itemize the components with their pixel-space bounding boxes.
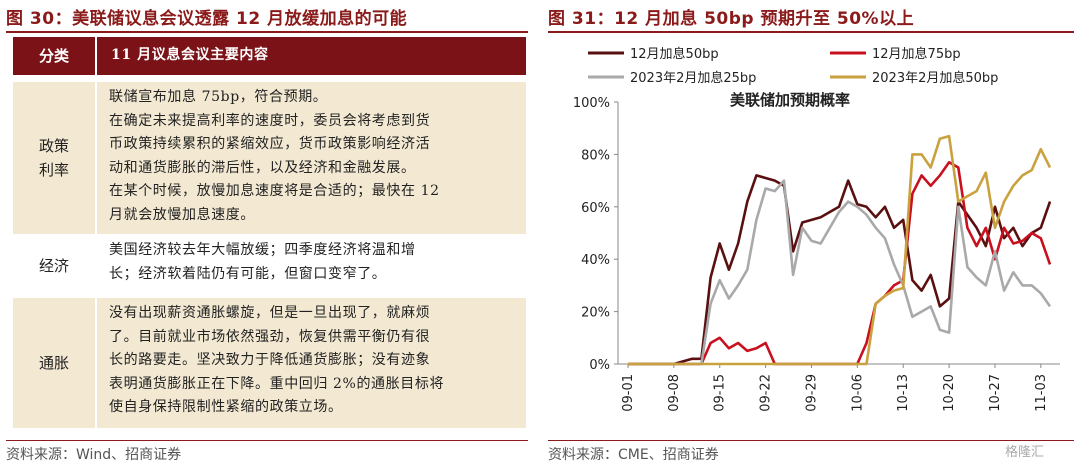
legend-item: 12月加息75bp: [830, 46, 961, 62]
row-content: 联储宣布加息 75bp，符合预期。 在确定未来提高利率的速度时，委员会将考虑到货…: [95, 82, 526, 234]
legend-label: 2023年2月加息25bp: [630, 70, 756, 86]
row-category: 通胀: [13, 298, 95, 428]
left-source: 资料来源：Wind、招商证券: [6, 447, 182, 463]
left-bottom-rule: [6, 440, 528, 441]
row-line: 使自身保持限制性紧缩的政策立场。: [109, 399, 343, 415]
y-tick-label: 100%: [573, 96, 610, 111]
row-content: 没有出现薪资通胀螺旋，但是一旦出现了，就麻烦 了。目前就业市场依然强劲，恢复供需…: [95, 298, 526, 428]
header-content: 11 月议息会议主要内容: [95, 37, 526, 75]
chart-series: [628, 134, 1052, 366]
x-tick-label: 10-06: [850, 374, 865, 412]
x-tick-label: 09-29: [804, 374, 819, 412]
row-line: 长的路要走。坚决致力于降低通货膨胀；没有迹象: [109, 352, 431, 368]
y-tick-label: 0%: [589, 358, 610, 373]
row-line: 长；经济软着陆仍有可能，但窗口变窄了。: [109, 265, 387, 282]
row-line: 币政策持续累积的紧缩效应，货币政策影响经济活: [109, 136, 431, 152]
row-line: 没有出现薪资通胀螺旋，但是一旦出现了，就麻烦: [109, 305, 431, 321]
rate-hike-probability-chart: 12月加息50bp 12月加息75bp 2023年2月加息25bp 2023年2月加息…: [573, 46, 1060, 412]
series-line-feb50: [628, 134, 1052, 366]
legend-label: 2023年2月加息50bp: [872, 70, 998, 86]
left-title-rule: [6, 31, 528, 33]
y-tick-label: 40%: [581, 253, 610, 268]
legend-item: 12月加息50bp: [588, 46, 719, 62]
right-panel-title: 图 31：12 月加息 50bp 预期升至 50%以上: [548, 9, 915, 29]
row-line: 联储宣布加息 75bp，符合预期。: [109, 89, 328, 105]
right-title-rule: [548, 31, 1074, 33]
legend-item: 2023年2月加息50bp: [830, 70, 998, 86]
row-line: 在确定未来提高利率的速度时，委员会将考虑到货: [109, 112, 431, 129]
x-tick-label: 09-22: [759, 374, 774, 412]
watermark: 格隆汇: [1005, 445, 1045, 460]
series-line-dec75: [628, 161, 1052, 366]
y-tick-label: 80%: [581, 148, 610, 163]
x-tick-label: 10-20: [942, 374, 957, 412]
table-row-inflation: 通胀 没有出现薪资通胀螺旋，但是一旦出现了，就麻烦 了。目前就业市场依然强劲，恢…: [13, 297, 526, 428]
row-category: 政策 利率: [13, 82, 95, 234]
legend-label: 12月加息50bp: [630, 46, 719, 62]
policy-table: 分类 11 月议息会议主要内容 政策 利率 联储宣布加息 75bp，符合预期。 …: [13, 37, 526, 428]
y-tick-label: 20%: [581, 306, 610, 321]
y-tick-label: 60%: [581, 201, 610, 216]
table-row-policy-rate: 政策 利率 联储宣布加息 75bp，符合预期。 在确定未来提高利率的速度时，委员…: [13, 81, 526, 234]
chart-legend: 12月加息50bp 12月加息75bp 2023年2月加息25bp 2023年2月加息…: [588, 46, 998, 86]
x-tick-label: 10-13: [896, 374, 911, 412]
row-line: 美国经济较去年大幅放缓；四季度经济将温和增: [109, 242, 416, 258]
row-category: 经济: [38, 257, 69, 275]
legend-label: 12月加息75bp: [872, 46, 961, 62]
row-line: 动和通货膨胀的滞后性，以及经济和金融发展。: [109, 159, 416, 176]
series-line-dec50: [628, 174, 1052, 366]
header-category: 分类: [38, 47, 69, 65]
table-row-economy: 经济 美国经济较去年大幅放缓；四季度经济将温和增 长；经济软着陆仍有可能，但窗口…: [13, 234, 526, 297]
chart-title: 美联储加预期概率: [730, 91, 850, 109]
left-panel-title: 图 30：美联储议息会议透露 12 月放缓加息的可能: [6, 9, 408, 29]
row-line: 了。目前就业市场依然强劲，恢复供需平衡仍有很: [109, 328, 431, 345]
row-line: 月就会放慢加息速度。: [109, 206, 255, 223]
x-tick-label: 10-27: [988, 374, 1003, 412]
x-tick-label: 11-03: [1034, 374, 1049, 412]
row-line: 在某个时候，放慢加息速度将是合适的；最快在 12: [109, 183, 440, 199]
x-tick-label: 09-15: [713, 374, 728, 412]
x-tick-label: 09-08: [667, 374, 682, 412]
legend-item: 2023年2月加息25bp: [588, 70, 756, 86]
right-bottom-rule: [548, 440, 1074, 441]
row-content: 美国经济较去年大幅放缓；四季度经济将温和增 长；经济软着陆仍有可能，但窗口变窄了…: [95, 235, 526, 297]
right-source: 资料来源：CME、招商证券: [548, 447, 719, 463]
x-tick-label: 09-01: [621, 374, 636, 412]
row-line: 表明通货膨胀正在下降。重中回归 2%的通胀目标将: [109, 375, 445, 392]
table-header-row: 分类 11 月议息会议主要内容: [13, 37, 526, 75]
